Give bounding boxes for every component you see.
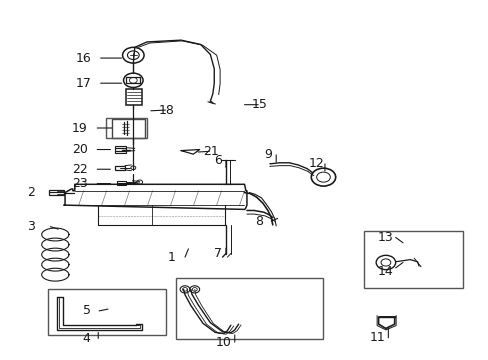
Bar xyxy=(115,166,125,170)
Text: 7: 7 xyxy=(213,247,221,260)
Bar xyxy=(126,77,140,83)
Text: 3: 3 xyxy=(27,220,35,233)
Bar xyxy=(126,89,142,105)
Text: 21: 21 xyxy=(203,145,219,158)
Text: 6: 6 xyxy=(213,154,221,167)
Text: 5: 5 xyxy=(83,305,91,318)
Text: 12: 12 xyxy=(308,157,324,170)
Text: 22: 22 xyxy=(72,163,87,176)
Text: 14: 14 xyxy=(377,265,393,278)
Text: 8: 8 xyxy=(255,215,263,228)
Text: 17: 17 xyxy=(76,77,91,90)
Bar xyxy=(115,146,126,153)
Bar xyxy=(49,190,64,195)
Bar xyxy=(48,289,166,335)
Text: 9: 9 xyxy=(264,148,271,161)
Text: 19: 19 xyxy=(72,122,87,135)
Bar xyxy=(112,119,145,138)
Bar xyxy=(176,278,322,338)
Text: 23: 23 xyxy=(72,177,87,190)
Bar xyxy=(363,231,462,288)
Text: 13: 13 xyxy=(377,231,393,244)
Text: 16: 16 xyxy=(76,51,91,64)
Bar xyxy=(105,118,147,138)
Text: 11: 11 xyxy=(368,331,384,344)
Text: 20: 20 xyxy=(72,143,87,156)
Text: 10: 10 xyxy=(216,336,231,348)
Text: 1: 1 xyxy=(167,251,175,264)
Text: 15: 15 xyxy=(252,98,267,111)
Bar xyxy=(117,181,125,185)
Text: 2: 2 xyxy=(27,186,35,199)
Text: 4: 4 xyxy=(82,332,90,345)
Text: 18: 18 xyxy=(158,104,174,117)
